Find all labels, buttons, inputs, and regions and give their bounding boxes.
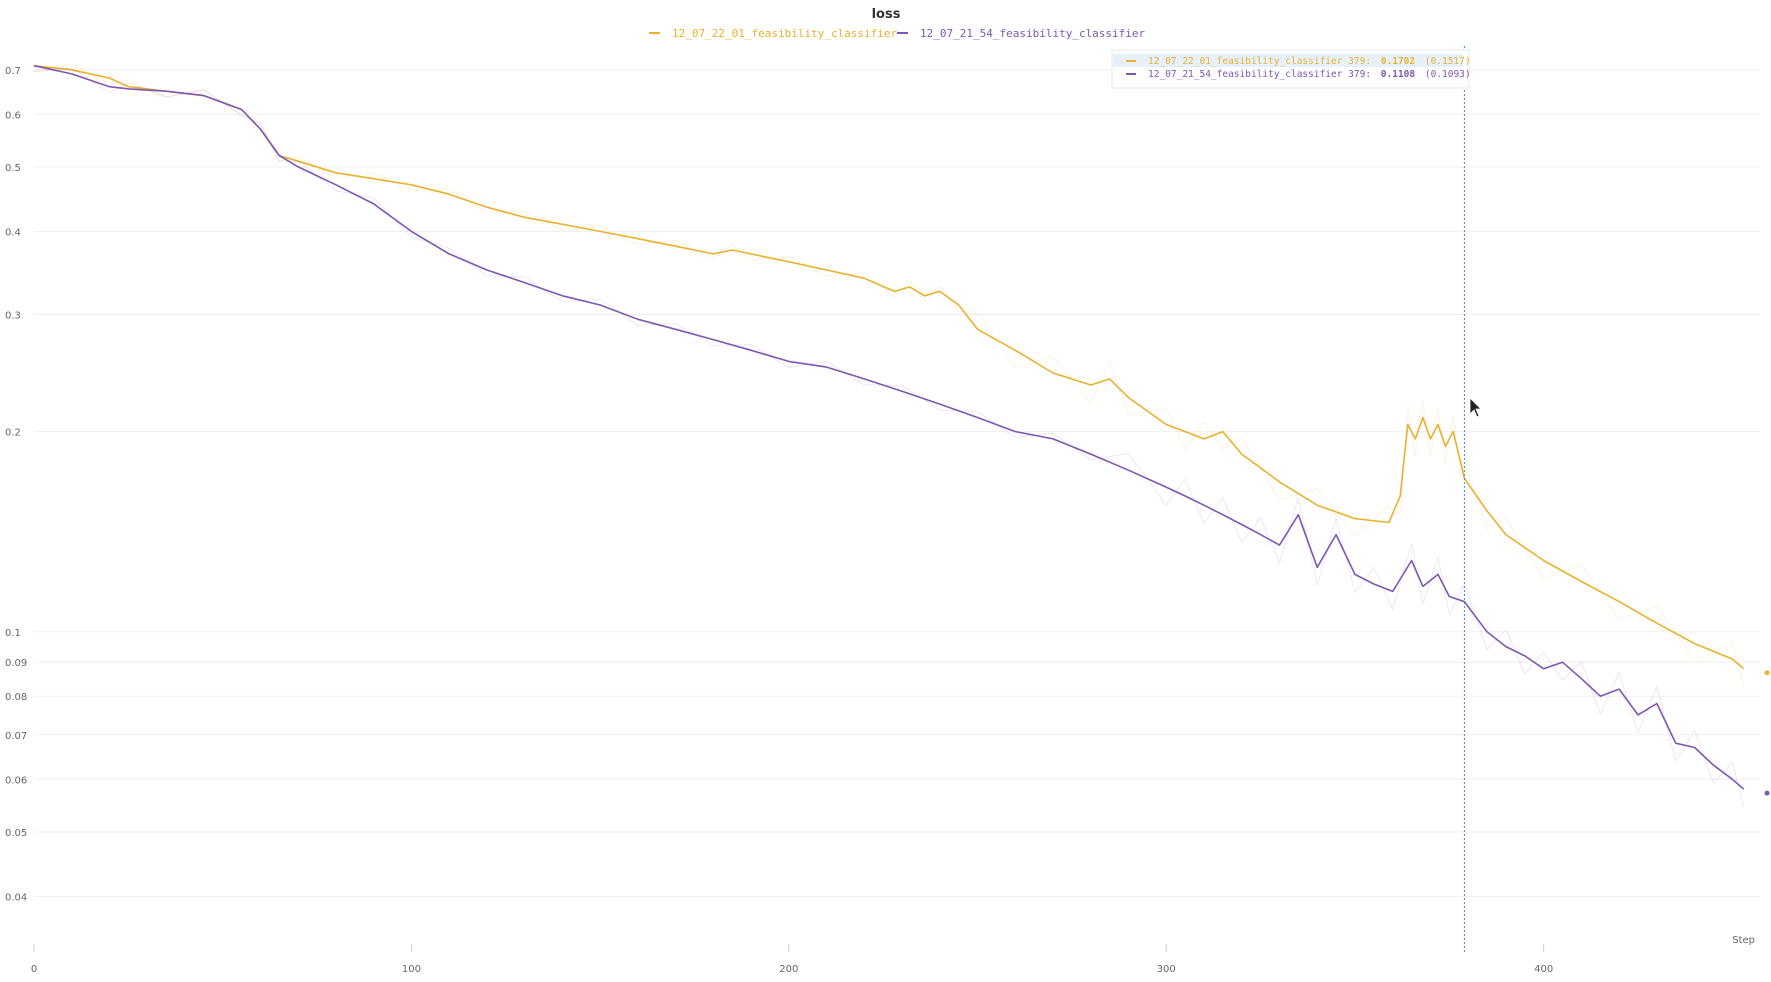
x-tick-label: 400 (1534, 964, 1553, 975)
y-tick-label: 0.1 (5, 628, 21, 639)
y-tick-label: 0.05 (5, 828, 27, 839)
x-tick-label: 300 (1157, 964, 1176, 975)
series-line-1[interactable] (33, 64, 1745, 790)
mouse-cursor-icon (1469, 397, 1482, 418)
hover-tooltip: 12_07_22_01_feasibility_classifier 379: … (1111, 49, 1471, 89)
series-lines (33, 63, 1770, 808)
y-tick-label: 0.06 (5, 775, 27, 786)
y-tick-label: 0.4 (5, 227, 21, 238)
y-tick-label: 0.04 (5, 892, 27, 903)
y-tick-label: 0.3 (5, 310, 21, 321)
grid (34, 69, 1760, 897)
chart-title: loss (872, 7, 901, 22)
x-axis-ticks: 0 100 200 300 400 (31, 944, 1553, 975)
series-raw-line-0 (33, 63, 1745, 687)
x-tick-label: 200 (779, 964, 798, 975)
y-tick-label: 0.07 (5, 731, 27, 742)
series-end-point-0 (1764, 670, 1770, 676)
series-line-0[interactable] (33, 64, 1745, 670)
series-end-point-1 (1764, 790, 1770, 796)
y-tick-label: 0.6 (5, 110, 21, 121)
y-tick-label: 0.2 (5, 428, 21, 439)
y-tick-label: 0.08 (5, 692, 27, 703)
legend: 12_07_22_01_feasibility_classifier 12_07… (649, 27, 1146, 40)
y-tick-label: 0.5 (5, 163, 21, 174)
y-tick-label: 0.09 (5, 658, 27, 669)
legend-entry-1[interactable]: 12_07_21_54_feasibility_classifier (920, 27, 1146, 40)
y-axis-ticks: 0.7 0.6 0.5 0.4 0.3 0.2 0.1 0.09 0.08 0.07 0.06 0.0… (5, 66, 27, 904)
x-tick-label: 100 (402, 964, 421, 975)
tooltip-row-0: 12_07_22_01_feasibility_classifier 379: … (1148, 56, 1471, 67)
legend-entry-0[interactable]: 12_07_22_01_feasibility_classifier (672, 27, 898, 40)
tooltip-row-1: 12_07_21_54_feasibility_classifier 379: … (1148, 69, 1471, 80)
tooltip-highlight (1113, 54, 1463, 67)
x-tick-label: 0 (31, 964, 37, 975)
x-axis-label: Step (1732, 935, 1755, 946)
y-tick-label: 0.7 (5, 66, 21, 77)
series-raw-line-1 (33, 67, 1745, 808)
